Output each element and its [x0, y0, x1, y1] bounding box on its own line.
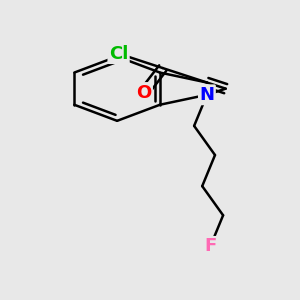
Text: Cl: Cl: [109, 45, 128, 63]
Text: N: N: [200, 86, 214, 104]
Text: F: F: [204, 237, 216, 255]
Text: O: O: [136, 83, 152, 101]
